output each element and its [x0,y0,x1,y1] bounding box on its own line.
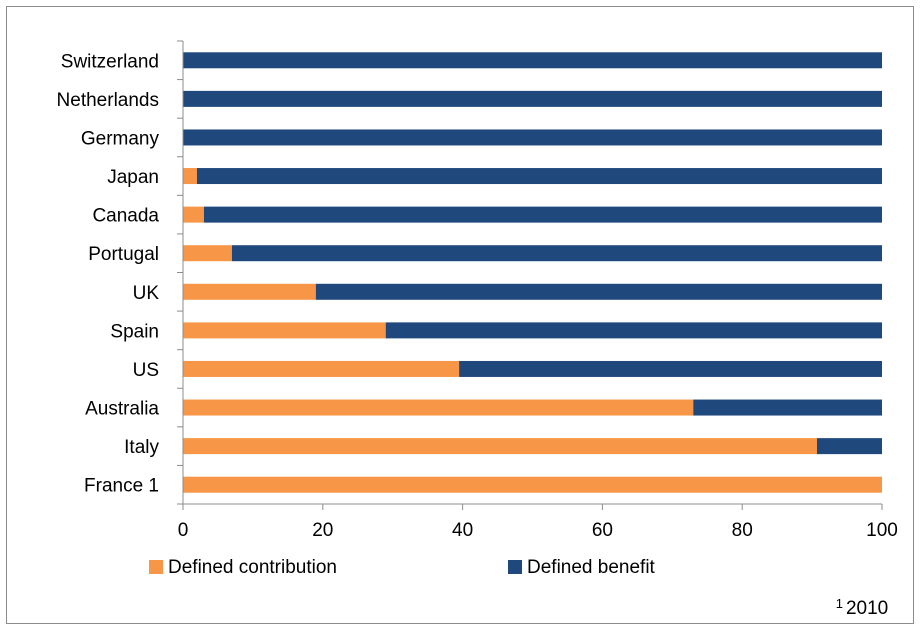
legend-label-defined-contribution: Defined contribution [168,557,337,578]
bar-defined-contribution-uk [183,283,316,300]
bar-defined-benefit-canada [203,206,883,223]
chart-frame [6,6,914,624]
category-label-uk: UK [133,283,160,304]
bar-defined-benefit-portugal [231,245,882,262]
bar-defined-contribution-spain [183,322,386,339]
footnote-year: 2010 [846,598,888,619]
footnote: 1 2010 [836,596,889,619]
bar-defined-benefit-australia [693,399,882,416]
legend-label-defined-benefit: Defined benefit [527,557,656,578]
bars-layer [183,52,883,493]
category-label-canada: Canada [92,206,159,227]
bar-defined-contribution-canada [183,206,204,223]
bar-defined-benefit-italy [816,438,882,455]
category-label-us: US [133,360,159,381]
bar-defined-benefit-spain [385,322,882,339]
bar-defined-benefit-uk [315,283,882,300]
bar-defined-contribution-france-1 [183,476,882,493]
footnote-marker: 1 [836,596,843,611]
category-label-germany: Germany [81,128,160,149]
bar-defined-benefit-us [459,360,882,377]
category-label-france-1: France 1 [84,476,159,497]
bar-defined-contribution-portugal [183,245,232,262]
legend: Defined contribution Defined benefit [149,557,656,578]
bar-defined-benefit-germany [183,129,882,146]
category-label-netherlands: Netherlands [57,90,159,111]
category-label-italy: Italy [124,437,159,458]
labels-layer: Switzerland Netherlands Germany Japan Canada… [57,51,898,541]
bar-defined-benefit-japan [196,168,883,185]
x-tick-label-80: 80 [732,520,753,541]
bar-defined-contribution-us [183,360,460,377]
x-tick-label-40: 40 [452,520,473,541]
bar-defined-contribution-japan [183,168,197,185]
x-tick-label-100: 100 [866,520,898,541]
category-label-australia: Australia [85,399,159,420]
legend-swatch-defined-benefit [508,560,522,574]
category-label-japan: Japan [107,167,159,188]
x-tick-label-0: 0 [178,520,189,541]
bar-defined-contribution-australia [183,399,694,416]
category-label-spain: Spain [110,321,159,342]
bar-defined-benefit-netherlands [183,90,882,107]
bar-defined-benefit-switzerland [183,52,882,69]
category-label-portugal: Portugal [88,244,159,265]
x-tick-label-20: 20 [312,520,333,541]
bar-defined-contribution-italy [183,438,817,455]
category-label-switzerland: Switzerland [61,51,159,72]
axes-layer [177,40,883,510]
legend-swatch-defined-contribution [149,560,163,574]
x-tick-label-60: 60 [592,520,613,541]
